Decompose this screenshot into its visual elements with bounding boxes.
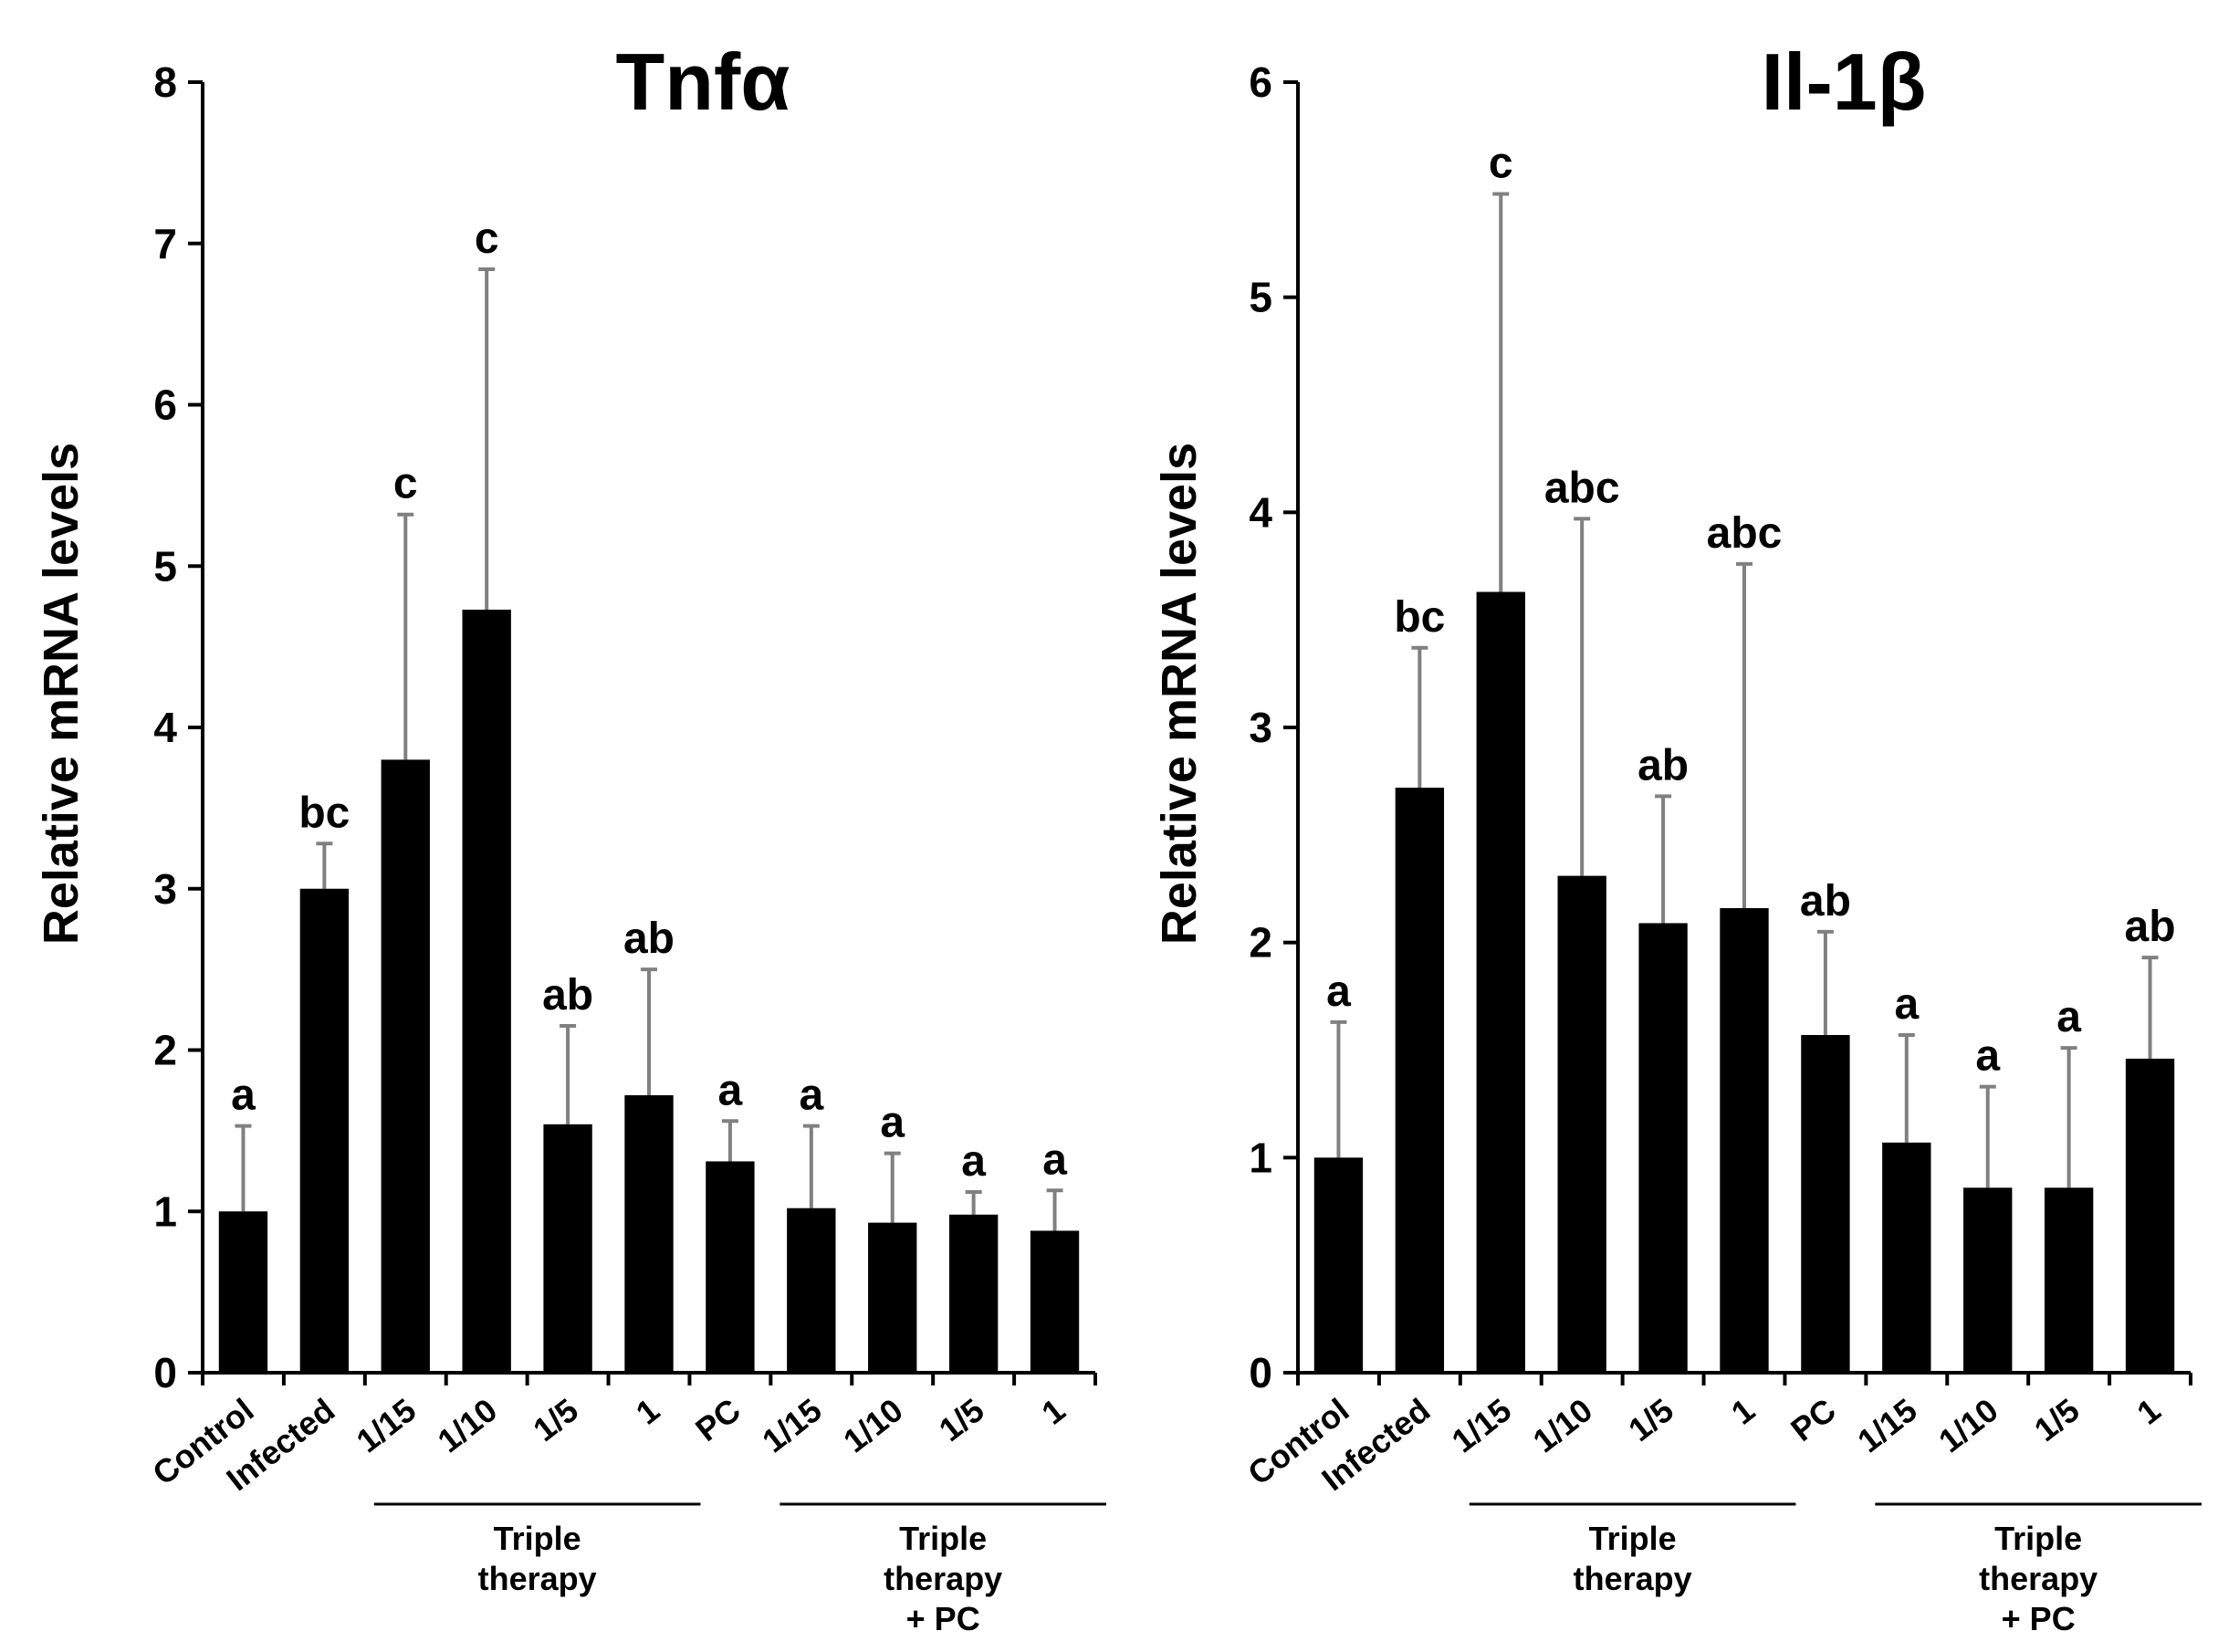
- significance-label: c: [393, 460, 418, 508]
- y-axis-label: Relative mRNA levels: [34, 443, 89, 945]
- bar: [706, 1161, 755, 1373]
- x-tick-label: 1: [1034, 1391, 1072, 1432]
- bar: [787, 1208, 836, 1373]
- y-tick-label: 2: [1249, 919, 1272, 967]
- bar: [1963, 1187, 2013, 1373]
- significance-label: a: [1042, 1135, 1067, 1184]
- bar: [2125, 1058, 2175, 1373]
- y-tick-label: 8: [153, 58, 177, 106]
- y-tick-label: 2: [153, 1027, 177, 1074]
- x-tick-label: 1/10: [836, 1391, 909, 1459]
- bar: [2044, 1187, 2094, 1373]
- group-label: + PC: [2002, 1600, 2076, 1637]
- significance-label: bc: [298, 789, 350, 837]
- x-tick-label: 1/5: [2027, 1391, 2087, 1448]
- significance-label: a: [2056, 993, 2081, 1041]
- y-tick-label: 0: [1249, 1349, 1272, 1396]
- y-tick-label: 6: [153, 382, 177, 429]
- bar: [1476, 591, 1525, 1373]
- bar: [1313, 1157, 1364, 1373]
- significance-label: a: [880, 1099, 905, 1147]
- bar: [1395, 787, 1445, 1373]
- significance-label: c: [1489, 140, 1513, 188]
- x-tick-label: PC: [688, 1391, 748, 1448]
- group-label: Triple: [899, 1520, 987, 1557]
- bar: [1882, 1142, 1931, 1373]
- significance-label: a: [961, 1137, 986, 1186]
- significance-label: ab: [542, 971, 593, 1019]
- bar: [624, 1094, 674, 1373]
- group-label: therapy: [1979, 1560, 2098, 1597]
- bar: [381, 759, 430, 1373]
- bar: [462, 609, 511, 1373]
- significance-label: abc: [1544, 464, 1620, 512]
- bar: [299, 888, 350, 1373]
- group-label: therapy: [1574, 1560, 1692, 1597]
- y-tick-label: 0: [153, 1349, 177, 1396]
- group-label: Triple: [1589, 1520, 1677, 1557]
- significance-label: a: [231, 1072, 256, 1120]
- significance-label: ab: [1800, 877, 1851, 925]
- significance-label: ab: [1637, 741, 1689, 789]
- group-label: therapy: [478, 1560, 597, 1597]
- significance-label: c: [475, 214, 499, 263]
- significance-label: ab: [623, 915, 675, 963]
- y-tick-label: 3: [1249, 704, 1272, 751]
- x-tick-label: 1/5: [932, 1391, 991, 1448]
- x-tick-label: 1/15: [1850, 1391, 1923, 1459]
- significance-label: a: [718, 1066, 743, 1114]
- group-label: Triple: [1994, 1520, 2082, 1557]
- bar: [218, 1211, 268, 1373]
- group-label: Triple: [494, 1520, 581, 1557]
- y-tick-label: 4: [1249, 488, 1272, 536]
- x-tick-label: 1/15: [350, 1391, 423, 1459]
- y-tick-label: 1: [1249, 1134, 1272, 1181]
- bar: [1638, 923, 1688, 1373]
- x-tick-label: 1: [1724, 1391, 1762, 1432]
- bar: [1557, 875, 1606, 1373]
- x-tick-label: 1/10: [431, 1391, 504, 1459]
- bar: [868, 1222, 917, 1373]
- group-label: + PC: [906, 1600, 980, 1637]
- x-tick-label: 1/15: [1445, 1391, 1518, 1459]
- x-tick-label: 1/5: [526, 1391, 585, 1448]
- significance-label: a: [1326, 967, 1351, 1016]
- significance-label: abc: [1707, 509, 1783, 558]
- y-tick-label: 6: [1249, 58, 1272, 106]
- y-tick-label: 5: [153, 542, 177, 590]
- x-tick-label: 1/15: [755, 1391, 828, 1459]
- x-tick-label: 1/5: [1621, 1391, 1680, 1448]
- y-axis-label: Relative mRNA levels: [1152, 443, 1207, 945]
- significance-label: a: [799, 1072, 823, 1120]
- x-tick-label: 1/10: [1526, 1391, 1599, 1459]
- bar: [543, 1124, 592, 1373]
- chart-title: Il-1β: [1762, 37, 1927, 127]
- x-tick-label: 1: [629, 1391, 666, 1432]
- y-tick-label: 1: [153, 1187, 177, 1235]
- bar: [1801, 1035, 1850, 1373]
- bar: [948, 1214, 999, 1373]
- x-tick-label: PC: [1784, 1391, 1843, 1448]
- x-tick-label: 1: [2129, 1391, 2167, 1432]
- significance-label: a: [1975, 1032, 2000, 1081]
- y-tick-label: 7: [153, 220, 177, 267]
- significance-label: a: [1894, 980, 1919, 1029]
- y-tick-label: 5: [1249, 274, 1272, 321]
- y-tick-label: 3: [153, 865, 177, 913]
- significance-label: ab: [2125, 903, 2176, 951]
- group-label: therapy: [884, 1560, 1002, 1597]
- x-tick-label: 1/10: [1931, 1391, 2004, 1459]
- chart-title: Tnfα: [616, 37, 790, 127]
- bar: [1720, 907, 1769, 1373]
- bar: [1030, 1230, 1080, 1373]
- y-tick-label: 4: [153, 704, 177, 751]
- significance-label: bc: [1394, 593, 1445, 642]
